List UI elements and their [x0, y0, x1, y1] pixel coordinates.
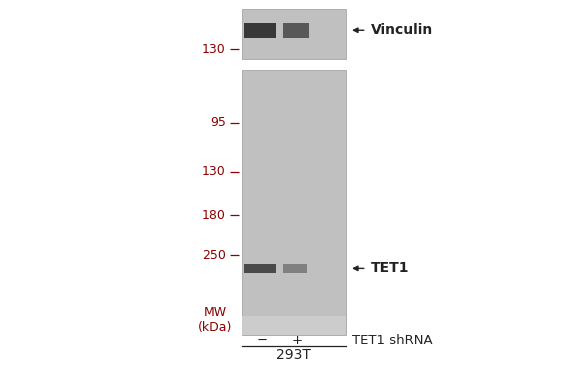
- Bar: [244, 264, 276, 273]
- Text: 95: 95: [210, 116, 226, 129]
- Text: 250: 250: [202, 249, 226, 262]
- Text: −: −: [256, 334, 268, 347]
- Text: MW
(kDa): MW (kDa): [198, 306, 233, 334]
- Text: TET1 shRNA: TET1 shRNA: [352, 334, 433, 347]
- Text: 130: 130: [202, 43, 226, 56]
- Text: 180: 180: [202, 209, 226, 222]
- Bar: [244, 23, 276, 38]
- Text: 293T: 293T: [276, 348, 311, 363]
- Bar: [242, 316, 346, 335]
- Bar: [242, 70, 346, 335]
- Text: 130: 130: [202, 166, 226, 178]
- Bar: [283, 23, 309, 38]
- Bar: [242, 9, 346, 59]
- Text: Vinculin: Vinculin: [371, 23, 434, 37]
- Text: TET1: TET1: [371, 261, 410, 276]
- Bar: [283, 264, 307, 273]
- Text: +: +: [292, 334, 302, 347]
